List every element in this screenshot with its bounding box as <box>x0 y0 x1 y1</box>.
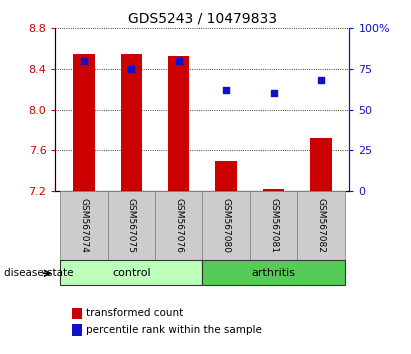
Bar <box>60 260 202 285</box>
Text: arthritis: arthritis <box>252 268 296 278</box>
Text: GSM567082: GSM567082 <box>316 198 326 253</box>
Text: GSM567075: GSM567075 <box>127 198 136 253</box>
Point <box>81 58 87 64</box>
Bar <box>310 138 332 191</box>
Bar <box>250 191 297 260</box>
Bar <box>155 191 203 260</box>
Point <box>128 66 135 72</box>
Text: GSM567074: GSM567074 <box>79 198 88 253</box>
Text: control: control <box>112 268 151 278</box>
Text: GSM567080: GSM567080 <box>222 198 231 253</box>
Bar <box>297 191 344 260</box>
Bar <box>215 161 237 191</box>
Bar <box>202 191 250 260</box>
Text: transformed count: transformed count <box>86 308 184 318</box>
Bar <box>108 191 155 260</box>
Point <box>270 91 277 96</box>
Bar <box>73 54 95 191</box>
Point <box>223 87 229 93</box>
Text: GSM567076: GSM567076 <box>174 198 183 253</box>
Bar <box>60 191 108 260</box>
Bar <box>168 56 189 191</box>
Text: percentile rank within the sample: percentile rank within the sample <box>86 325 262 335</box>
Bar <box>263 189 284 191</box>
Bar <box>202 260 344 285</box>
Text: GSM567081: GSM567081 <box>269 198 278 253</box>
Text: disease state: disease state <box>4 268 74 278</box>
Title: GDS5243 / 10479833: GDS5243 / 10479833 <box>128 12 277 26</box>
Bar <box>121 54 142 191</box>
Point <box>318 78 324 83</box>
Point <box>175 58 182 64</box>
